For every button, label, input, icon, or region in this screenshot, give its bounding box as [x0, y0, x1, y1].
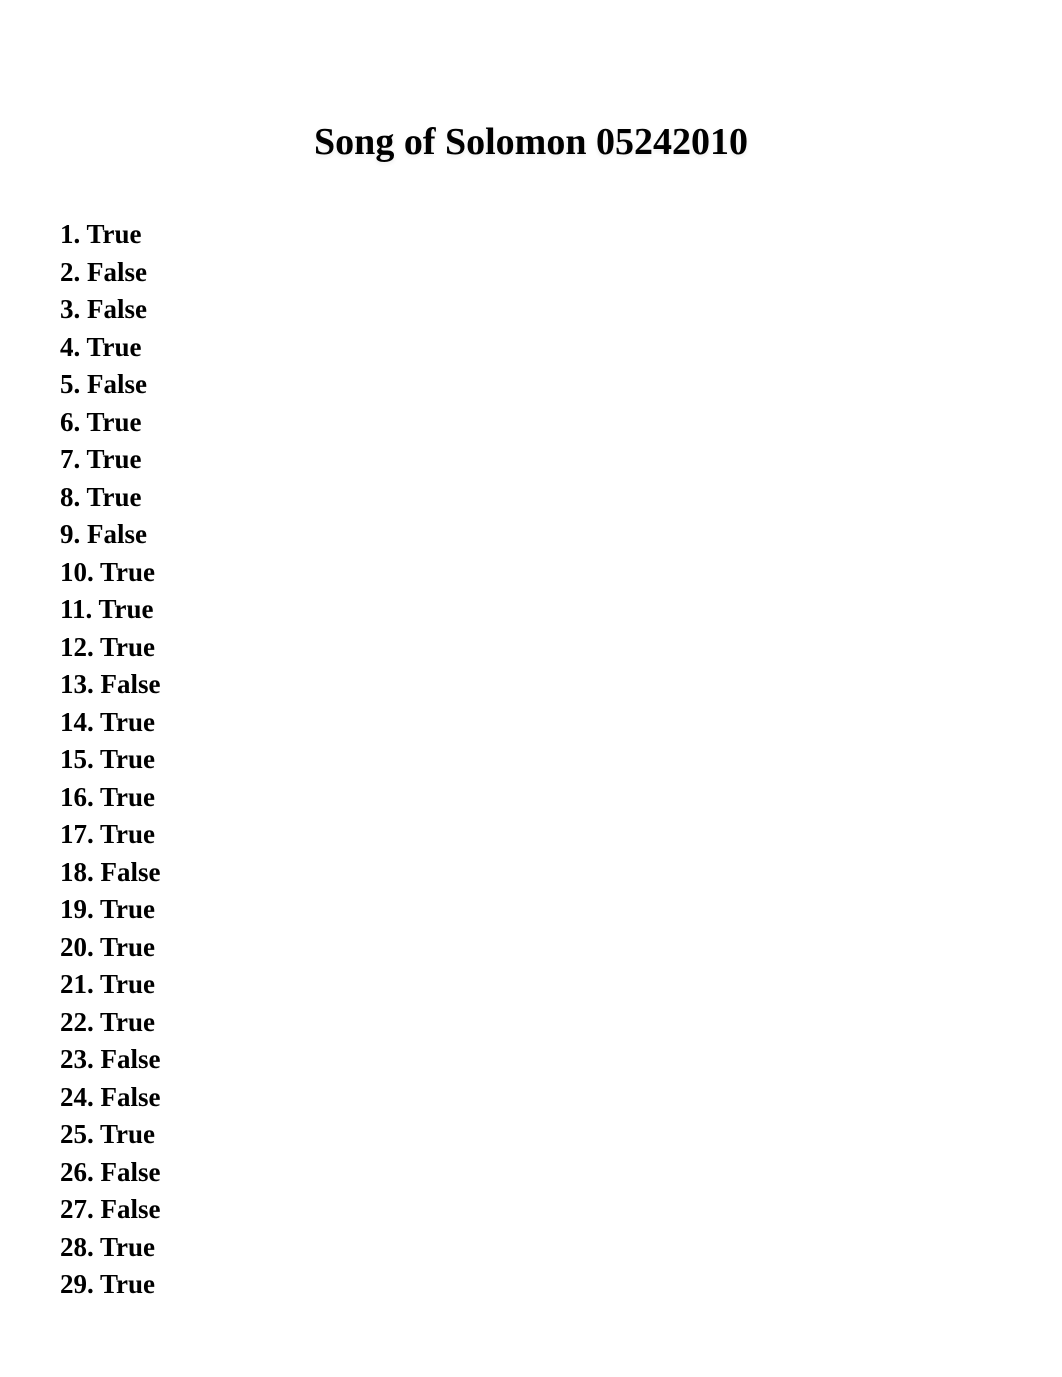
answer-item: 18. False — [60, 854, 1002, 892]
answer-item: 29. True — [60, 1266, 1002, 1304]
answer-item: 16. True — [60, 779, 1002, 817]
answer-item: 24. False — [60, 1079, 1002, 1117]
answer-list: 1. True2. False3. False4. True5. False6.… — [60, 216, 1002, 1304]
answer-item: 1. True — [60, 216, 1002, 254]
answer-item: 11. True — [60, 591, 1002, 629]
answer-item: 12. True — [60, 629, 1002, 667]
answer-item: 5. False — [60, 366, 1002, 404]
answer-item: 13. False — [60, 666, 1002, 704]
answer-item: 9. False — [60, 516, 1002, 554]
answer-item: 26. False — [60, 1154, 1002, 1192]
answer-item: 7. True — [60, 441, 1002, 479]
answer-item: 2. False — [60, 254, 1002, 292]
answer-item: 6. True — [60, 404, 1002, 442]
answer-item: 8. True — [60, 479, 1002, 517]
document-title: Song of Solomon 05242010 — [60, 120, 1002, 164]
answer-item: 3. False — [60, 291, 1002, 329]
answer-item: 28. True — [60, 1229, 1002, 1267]
answer-item: 17. True — [60, 816, 1002, 854]
answer-item: 4. True — [60, 329, 1002, 367]
answer-item: 23. False — [60, 1041, 1002, 1079]
answer-item: 22. True — [60, 1004, 1002, 1042]
answer-item: 10. True — [60, 554, 1002, 592]
answer-item: 15. True — [60, 741, 1002, 779]
answer-item: 14. True — [60, 704, 1002, 742]
answer-item: 21. True — [60, 966, 1002, 1004]
answer-item: 25. True — [60, 1116, 1002, 1154]
answer-item: 20. True — [60, 929, 1002, 967]
answer-item: 27. False — [60, 1191, 1002, 1229]
answer-item: 19. True — [60, 891, 1002, 929]
